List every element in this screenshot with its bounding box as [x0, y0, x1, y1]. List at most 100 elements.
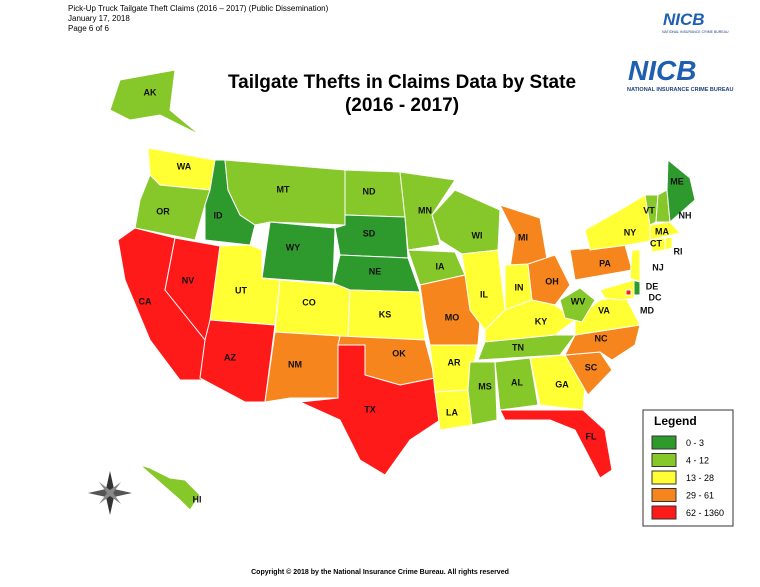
state-shape — [298, 344, 441, 476]
state-shape — [529, 354, 586, 411]
state-label: NC — [595, 333, 608, 343]
state-label: CT — [650, 238, 662, 248]
state-label: NY — [624, 227, 637, 237]
state-label: PA — [599, 258, 611, 268]
state-shape — [494, 357, 539, 411]
state-label: NM — [288, 359, 302, 369]
state-label: ND — [363, 186, 376, 196]
legend-swatch — [651, 505, 677, 520]
state-shape — [399, 171, 456, 251]
state-label: KY — [535, 316, 548, 326]
state-label: IL — [480, 289, 489, 299]
state-label: AL — [511, 377, 523, 387]
state-label: WV — [571, 296, 586, 306]
state-shape — [574, 295, 641, 336]
legend-label: 0 - 3 — [686, 438, 704, 448]
state-shape — [559, 287, 596, 323]
state-label: KS — [379, 309, 392, 319]
state-label: MS — [478, 381, 492, 391]
state-shape — [274, 279, 351, 338]
state-label: NV — [182, 275, 195, 285]
legend-swatch — [651, 435, 677, 450]
logo-tagline: NATIONAL INSURANCE CRIME BUREAU — [662, 30, 729, 34]
legend-label: 4 - 12 — [686, 456, 709, 466]
legend: Legend 0 - 3 4 - 12 13 - 28 29 - 61 62 - 136… — [642, 409, 734, 527]
state-shape — [649, 221, 681, 241]
state-shape — [264, 331, 341, 403]
state-label: FL — [586, 431, 597, 441]
legend-swatch — [651, 488, 677, 502]
state-shape — [134, 174, 211, 241]
state-label: SD — [363, 228, 376, 238]
state-label: ID — [214, 210, 224, 220]
state-shape — [477, 334, 576, 361]
state-label: MT — [277, 184, 290, 194]
state-label: HI — [193, 494, 202, 504]
legend-title: Legend — [654, 414, 697, 428]
state-label: GA — [555, 379, 569, 389]
state-shape — [527, 254, 571, 306]
state-label: DC — [649, 292, 662, 302]
logo-tagline: NATIONAL INSURANCE CRIME BUREAU — [627, 87, 733, 93]
state-label: MI — [518, 232, 528, 242]
state-shape — [467, 361, 498, 426]
logo-large: NICB NATIONAL INSURANCE CRIME BUREAU — [627, 55, 733, 93]
state-label: TN — [512, 342, 524, 352]
state-label: VA — [598, 305, 610, 315]
state-label: NE — [369, 266, 382, 276]
state-label: TX — [364, 404, 376, 414]
state-shape — [584, 194, 656, 251]
legend-swatch — [651, 470, 677, 485]
state-label: OR — [156, 206, 170, 216]
state-label: OH — [545, 276, 559, 286]
state-label: OK — [392, 348, 406, 358]
state-label: AK — [144, 87, 157, 97]
state-label: DE — [646, 281, 659, 291]
map-subtitle: (2016 - 2017) — [345, 95, 459, 116]
legend-items: 0 - 3 4 - 12 13 - 28 29 - 61 62 - 1360 — [651, 435, 724, 520]
state-shape — [109, 69, 201, 136]
compass-rose — [88, 471, 132, 515]
state-shape — [199, 319, 276, 403]
state-label: WY — [286, 242, 301, 252]
state-label: MA — [655, 226, 669, 236]
state-shape — [666, 158, 696, 224]
state-label: RI — [674, 246, 683, 256]
state-label: CA — [139, 296, 152, 306]
header-line: Page 6 of 6 — [68, 24, 109, 33]
logo-small: NICB NATIONAL INSURANCE CRIME BUREAU — [662, 10, 729, 34]
state-shape — [139, 464, 201, 511]
state-label: CO — [302, 297, 316, 307]
state-label: AR — [448, 357, 461, 367]
state-label: IA — [436, 261, 446, 271]
state-label: MN — [418, 205, 432, 215]
state-label: AZ — [224, 352, 236, 362]
state-label: IN — [515, 282, 524, 292]
state-label: MO — [445, 312, 460, 322]
states: WA OR CA NV ID MT WY UT AZ CO NM ND SD NE KS OK TX MN IA MO… — [109, 69, 696, 511]
header-line: Pick-Up Truck Tailgate Theft Claims (201… — [68, 4, 329, 13]
state-label: VT — [643, 205, 655, 215]
state-label: SC — [585, 362, 598, 372]
logo-mark: NICB — [663, 10, 705, 29]
state-shape — [261, 221, 336, 284]
state-label: UT — [235, 285, 247, 295]
state-label: WI — [472, 230, 483, 240]
state-label: ME — [670, 176, 684, 186]
state-label: MD — [640, 305, 654, 315]
state-shape — [664, 236, 673, 251]
legend-label: 29 - 61 — [686, 491, 714, 501]
state-label: NH — [679, 210, 692, 220]
map-title: Tailgate Thefts in Claims Data by State — [228, 72, 576, 93]
legend-swatch — [651, 453, 677, 467]
state-shape — [629, 249, 641, 283]
state-shape — [499, 409, 613, 479]
legend-label: 13 - 28 — [686, 473, 714, 483]
header-line: January 17, 2018 — [68, 14, 130, 23]
legend-label: 62 - 1360 — [686, 508, 724, 518]
state-label: WA — [177, 161, 192, 171]
state-shape — [625, 289, 632, 296]
footer: Copyright © 2018 by the National Insuran… — [251, 568, 509, 576]
state-label: NJ — [652, 262, 664, 272]
